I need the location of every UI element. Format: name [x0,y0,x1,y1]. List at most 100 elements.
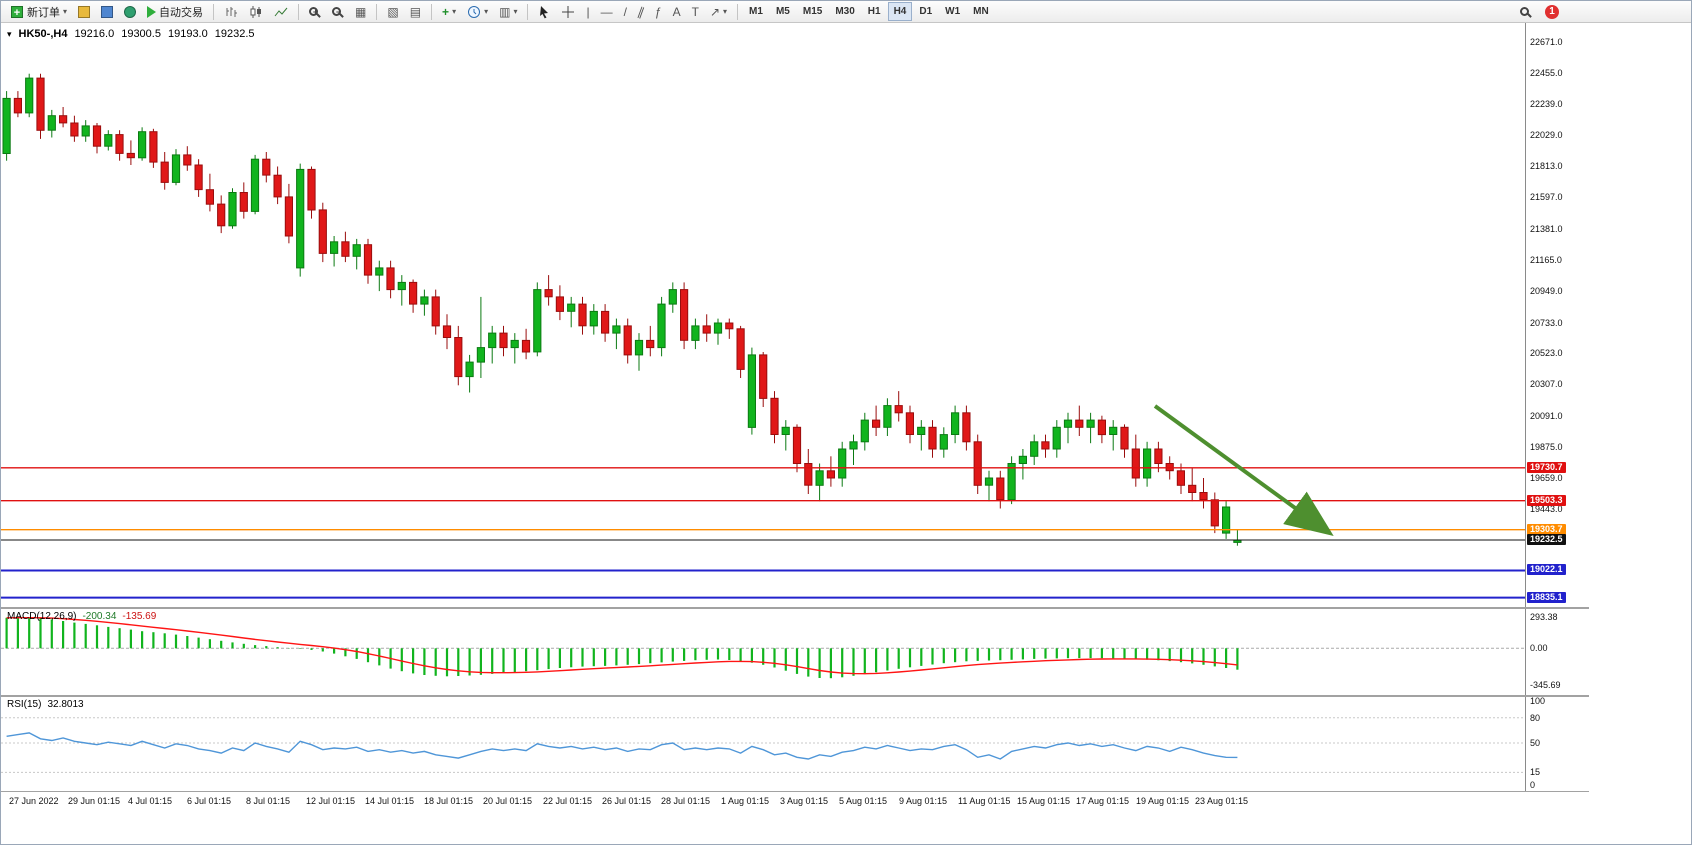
candle [341,241,350,257]
candle [792,426,802,464]
toolbar-separator [527,3,529,20]
horizontal-line-tool-button[interactable]: — [596,2,618,21]
macd-axis[interactable]: 293.38 0.00 -345.69 [1525,609,1589,695]
time-axis-label: 3 Aug 01:15 [780,796,829,806]
templates-button[interactable]: ▥ ▾ [494,2,522,21]
rsi-axis[interactable]: 100 80 50 15 0 [1525,696,1589,791]
timeframe-m15-button[interactable]: M15 [797,2,828,21]
candle [25,77,34,114]
candle [1131,448,1140,479]
rsi-panel[interactable]: RSI(15) 32.8013 [1,697,1525,791]
macd-value: -200.34 [82,611,117,622]
crosshair-tool-button[interactable] [556,2,580,21]
bar-chart-button[interactable] [219,2,243,21]
candle [521,339,531,353]
price-axis-label: 20307.0 [1530,379,1563,389]
time-axis-label: 19 Aug 01:15 [1136,796,1190,806]
open-value: 19216.0 [74,28,115,40]
periods-button[interactable]: ▾ [462,2,493,21]
candle [81,125,90,137]
price-axis-label: 22455.0 [1530,68,1563,78]
cursor-tool-button[interactable] [533,2,555,21]
line-chart-icon [274,7,288,16]
timeframe-h4-button[interactable]: H4 [887,2,913,21]
candlestick-chart[interactable] [1,23,1525,607]
vertical-line-tool-button[interactable]: | [581,2,594,21]
candle [194,164,203,191]
trendline-tool-button[interactable]: / [619,2,632,21]
line-chart-button[interactable] [269,2,293,21]
rsi-axis-label: 100 [1530,696,1546,706]
time-axis-label: 9 Aug 01:15 [899,796,948,806]
candle [250,158,260,212]
tile-windows-button[interactable]: ▦ [350,2,371,21]
auto-trading-button[interactable]: 自动交易 [142,2,208,21]
timeframe-m5-button[interactable]: M5 [770,2,796,21]
price-axis-label: 21165.0 [1530,255,1562,265]
timeframe-h1-button[interactable]: H1 [862,2,887,21]
zoom-in-icon: + [309,7,318,17]
text-label-tool-button[interactable]: T [687,2,704,21]
fibonacci-tool-button[interactable]: ƒ [650,2,667,21]
price-axis-label: 20523.0 [1530,348,1563,358]
candle [781,426,790,435]
price-chart-panel[interactable]: ▾ HK50-,H4 19216.0 19300.5 19193.0 19232… [1,23,1525,607]
price-axis-label: 22029.0 [1530,130,1563,140]
price-axis-label: 21813.0 [1530,161,1563,171]
candle [205,189,215,205]
candle [217,203,226,227]
candle [736,328,745,370]
macd-signal-line [6,616,1238,675]
candle [397,281,406,291]
candle [330,241,339,254]
candle [759,354,768,399]
zoom-in-button[interactable]: + [304,2,326,21]
candle [939,434,948,450]
timeframe-d1-button[interactable]: D1 [913,2,938,21]
time-axis-label: 5 Aug 01:15 [839,796,888,806]
candle [962,412,971,443]
candle [284,196,293,237]
time-axis[interactable]: 27 Jun 2022 29 Jun 01:15 4 Jul 01:15 6 Jul … [1,792,1525,812]
timeframe-m1-button[interactable]: M1 [743,2,769,21]
macd-chart[interactable] [1,609,1525,695]
navigator-button[interactable] [119,2,141,21]
chevron-down-icon: ▾ [484,7,489,16]
zoom-out-button[interactable]: − [327,2,349,21]
data-window-button[interactable] [96,2,118,21]
toolbar-separator [737,3,739,20]
candle [239,192,248,212]
candle [996,477,1005,501]
cascade-windows-button[interactable]: ▧ [382,2,403,21]
market-watch-button[interactable] [73,2,95,21]
search-button[interactable] [1515,2,1537,21]
trend-arrow[interactable] [1153,404,1334,537]
notification-badge[interactable]: 1 [1545,4,1559,19]
text-tool-button[interactable]: A [668,2,686,21]
arrow-shape-icon: ↗ [709,4,721,19]
market-watch-icon [78,5,91,18]
timeframe-w1-button[interactable]: W1 [939,2,966,21]
rsi-chart[interactable] [1,697,1525,791]
candle [307,168,316,211]
indicators-button[interactable]: + ▾ [437,2,461,21]
channel-tool-button[interactable]: ∥ [633,2,649,21]
timeframe-mn-button[interactable]: MN [967,2,995,21]
macd-axis-label: 0.00 [1530,643,1548,653]
arrows-tool-button[interactable]: ↗ ▾ [705,2,732,21]
macd-panel[interactable]: MACD(12,26,9) -200.34 -135.69 [1,609,1525,695]
candle [476,347,485,363]
candle [36,77,45,131]
timeframe-m30-button[interactable]: M30 [829,2,860,21]
candle [454,337,463,378]
candle [589,310,598,327]
price-axis[interactable]: 22671.0 22455.0 22239.0 22029.0 21813.0 21597… [1525,23,1589,607]
level-price-tag: 19232.5 [1527,534,1566,545]
candlestick-chart-button[interactable] [244,2,268,21]
candle [273,174,282,198]
candle [747,354,756,428]
new-order-button[interactable]: + 新订单 ▾ [5,2,72,21]
price-axis-label: 19659.0 [1530,473,1563,483]
arrange-windows-button[interactable]: ▤ [405,2,426,21]
bar-chart-icon [226,6,238,17]
